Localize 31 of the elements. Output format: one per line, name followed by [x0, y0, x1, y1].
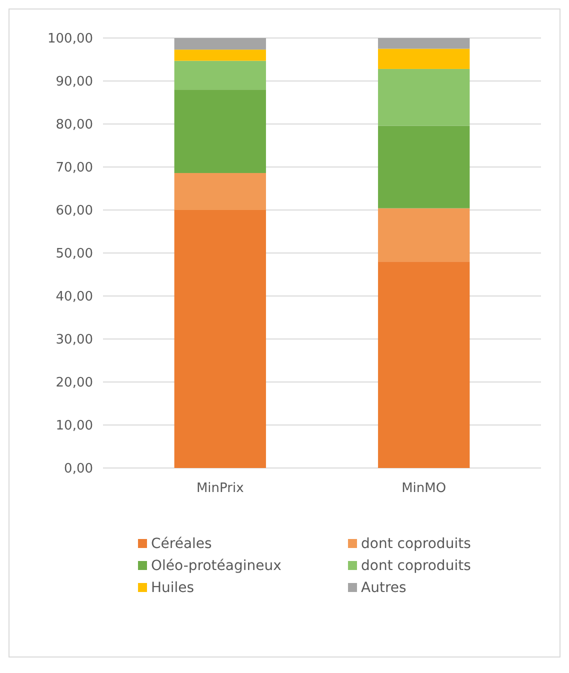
bar: [174, 173, 266, 210]
y-tick-label: 70,00: [56, 160, 93, 176]
bar: [174, 60, 266, 90]
bar: [378, 48, 470, 69]
bar: [378, 262, 470, 468]
y-tick-label: 0,00: [64, 462, 93, 477]
legend-label: dont coproduits: [361, 536, 471, 552]
legend-label: Huiles: [151, 580, 194, 596]
y-tick-label: 90,00: [56, 74, 93, 90]
bar: [174, 90, 266, 174]
bar: [174, 50, 266, 61]
x-tick-label: MinMO: [402, 481, 446, 496]
y-tick-label: 100,00: [48, 32, 93, 47]
x-tick-label: MinPrix: [196, 481, 244, 496]
legend-label: Autres: [361, 580, 406, 596]
legend-label: Oléo-protéagineux: [151, 558, 282, 574]
legend-label: dont coproduits: [361, 558, 471, 574]
y-tick-label: 20,00: [56, 376, 93, 391]
y-tick-label: 30,00: [56, 332, 93, 348]
bar: [174, 38, 266, 50]
legend-label: Céréales: [151, 536, 212, 552]
y-tick-label: 60,00: [56, 204, 93, 219]
y-tick-label: 10,00: [56, 418, 93, 434]
y-tick-label: 50,00: [56, 246, 93, 262]
bar: [378, 68, 470, 126]
bar: [174, 210, 266, 468]
bar: [378, 208, 470, 262]
bar: [378, 126, 470, 208]
bar: [378, 38, 470, 49]
y-tick-label: 80,00: [56, 118, 93, 133]
y-tick-label: 40,00: [56, 290, 93, 305]
